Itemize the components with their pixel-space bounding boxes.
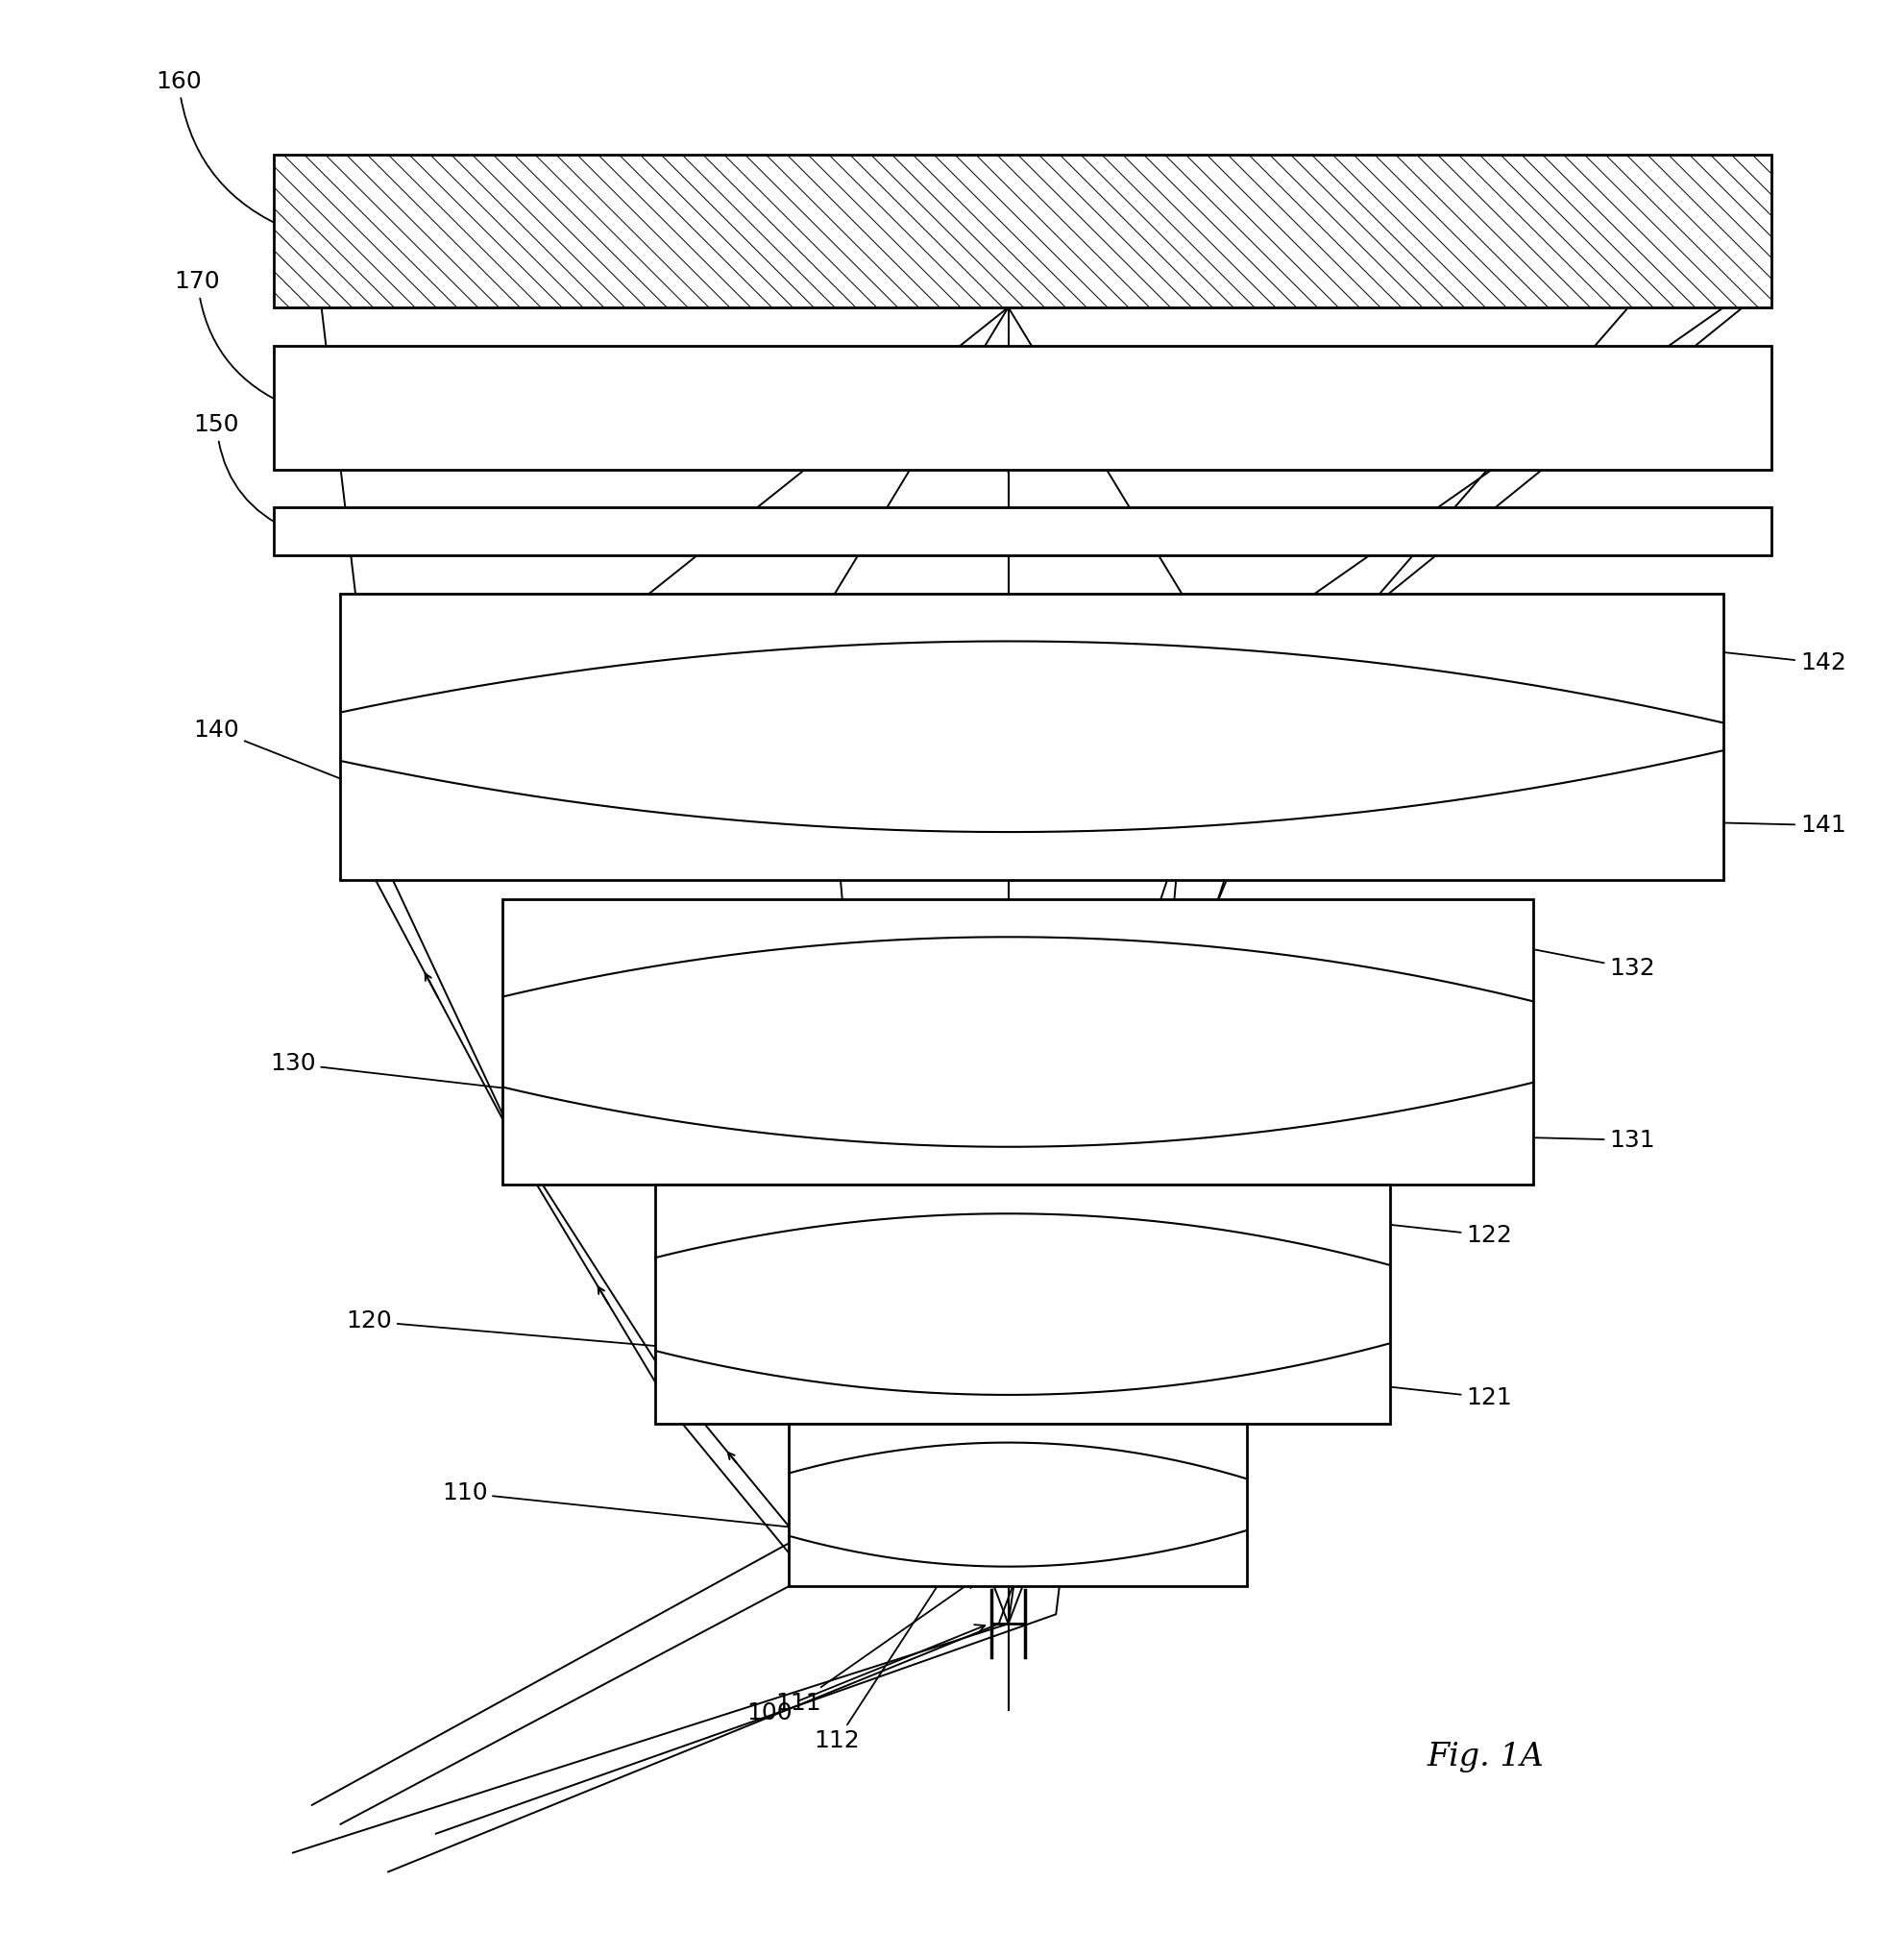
- Bar: [788, 1423, 1245, 1586]
- Bar: [341, 594, 1723, 880]
- Text: 120: 120: [347, 1310, 664, 1351]
- Text: 131: 131: [1523, 1128, 1655, 1151]
- Bar: [655, 1185, 1390, 1423]
- Text: 100: 100: [746, 1625, 984, 1724]
- Bar: [274, 154, 1771, 307]
- Text: 130: 130: [270, 1052, 512, 1093]
- Text: 110: 110: [442, 1482, 798, 1531]
- Text: 141: 141: [1714, 813, 1845, 837]
- Text: 150: 150: [194, 413, 289, 530]
- Bar: [503, 899, 1533, 1185]
- Text: 112: 112: [813, 1437, 1034, 1752]
- Text: 132: 132: [1523, 944, 1655, 979]
- Text: 122: 122: [1378, 1220, 1512, 1247]
- Text: 140: 140: [194, 717, 350, 784]
- Text: 142: 142: [1714, 647, 1845, 674]
- Bar: [274, 508, 1771, 555]
- Text: Fig. 1A: Fig. 1A: [1426, 1742, 1542, 1773]
- Text: 111: 111: [775, 1580, 975, 1715]
- Text: 121: 121: [1378, 1382, 1512, 1410]
- Text: 170: 170: [175, 270, 289, 407]
- Text: 160: 160: [156, 70, 289, 231]
- Bar: [274, 346, 1771, 469]
